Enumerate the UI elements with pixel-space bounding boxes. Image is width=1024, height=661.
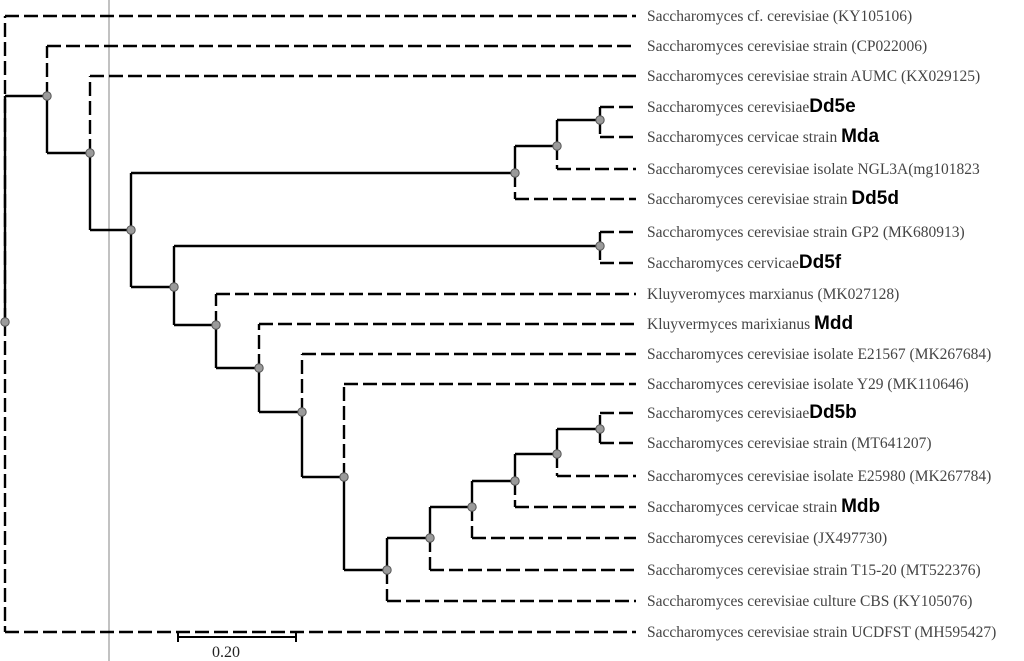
leaf-name: Saccharomyces cerevisiae isolate NGL3A(m… — [647, 161, 980, 178]
leaf-label-12: Saccharomyces cerevisiae isolate E21567 … — [647, 346, 991, 363]
leaf-label-6: Saccharomyces cerevisiae isolate NGL3A(m… — [647, 161, 980, 178]
leaf-sample-tag: Dd5f — [799, 252, 842, 273]
leaf-name: Saccharomyces cerevisiae strain GP2 (MK6… — [647, 224, 965, 241]
leaf-name: Saccharomyces cf. cerevisiae (KY105106) — [647, 8, 912, 25]
leaf-name: Saccharomyces cerevisiae strain AUMC (KX… — [647, 68, 980, 85]
tree-node-6 — [595, 115, 605, 125]
leaf-label-11: Kluyvermyces marixianus Mdd — [647, 313, 853, 334]
tree-branches — [3, 14, 636, 634]
leaf-label-3: Saccharomyces cerevisiae strain AUMC (KX… — [647, 68, 980, 85]
tree-node-2 — [85, 148, 95, 158]
leaf-label-15: Saccharomyces cerevisiae strain (MT64120… — [647, 435, 932, 452]
leaf-name: Saccharomyces cerevisiae strain UCDFST (… — [647, 624, 996, 641]
leaf-label-1: Saccharomyces cf. cerevisiae (KY105106) — [647, 8, 912, 25]
leaf-name: Kluyveromyces marxianus (MK027128) — [647, 286, 899, 303]
leaf-name: Saccharomyces cerevisiae strain — [647, 191, 851, 208]
leaf-label-2: Saccharomyces cerevisiae strain (CP02200… — [647, 38, 927, 55]
leaf-name: Saccharomyces cerevisiae strain (CP02200… — [647, 38, 927, 55]
leaf-label-13: Saccharomyces cerevisiae isolate Y29 (MK… — [647, 376, 969, 393]
leaf-name: Saccharomyces cerevisiae — [647, 99, 809, 116]
leaf-name: Saccharomyces cervicae — [647, 255, 799, 272]
leaf-label-4: Saccharomyces cerevisiaeDd5e — [647, 96, 856, 117]
leaf-sample-tag: Dd5e — [809, 96, 855, 117]
scale-bar: 0.20 — [177, 632, 297, 661]
leaf-label-17: Saccharomyces cervicae strain Mdb — [647, 496, 880, 517]
leaf-label-10: Kluyveromyces marxianus (MK027128) — [647, 286, 899, 303]
tree-node-11 — [297, 407, 307, 417]
leaf-label-19: Saccharomyces cerevisiae strain T15-20 (… — [647, 562, 981, 579]
tree-node-3 — [126, 225, 136, 235]
leaf-label-16: Saccharomyces cerevisiae isolate E25980 … — [647, 468, 991, 485]
leaf-label-9: Saccharomyces cervicaeDd5f — [647, 252, 842, 273]
tree-node-8 — [595, 241, 605, 251]
tree-node-7 — [169, 282, 179, 292]
leaf-label-20: Saccharomyces cerevisiae culture CBS (KY… — [647, 593, 972, 610]
leaf-sample-tag: Mdb — [841, 496, 880, 517]
tree-node-16 — [510, 476, 520, 486]
leaf-sample-tag: Mda — [841, 126, 879, 147]
leaf-name: Saccharomyces cerevisiae isolate E21567 … — [647, 346, 991, 363]
tree-node-9 — [211, 320, 221, 330]
leaf-name: Saccharomyces cerevisiae — [647, 405, 809, 422]
leaf-name: Saccharomyces cerevisiae culture CBS (KY… — [647, 593, 972, 610]
tree-node-12 — [339, 472, 349, 482]
leaf-label-14: Saccharomyces cerevisiaeDd5b — [647, 402, 857, 423]
leaf-name: Saccharomyces cerevisiae strain (MT64120… — [647, 435, 932, 452]
leaf-label-8: Saccharomyces cerevisiae strain GP2 (MK6… — [647, 224, 965, 241]
leaf-sample-tag: Dd5d — [851, 188, 899, 209]
leaf-sample-tag: Mdd — [814, 313, 853, 334]
leaf-name: Saccharomyces cerevisiae isolate Y29 (MK… — [647, 376, 969, 393]
leaf-name: Saccharomyces cervicae strain — [647, 499, 841, 516]
tree-node-14 — [425, 533, 435, 543]
tree-node-10 — [254, 363, 264, 373]
leaf-label-7: Saccharomyces cerevisiae strain Dd5d — [647, 188, 899, 209]
leaf-sample-tag: Dd5b — [809, 402, 857, 423]
scale-bar-label: 0.20 — [212, 644, 240, 661]
tree-node-18 — [595, 424, 605, 434]
tree-node-4 — [510, 168, 520, 178]
tree-node-1 — [42, 91, 52, 101]
tree-node-5 — [552, 141, 562, 151]
leaf-label-18: Saccharomyces cerevisiae (JX497730) — [647, 530, 887, 547]
tree-nodes — [0, 91, 605, 575]
tree-node-13 — [382, 565, 392, 575]
leaf-labels: Saccharomyces cf. cerevisiae (KY105106) S… — [647, 8, 996, 641]
leaf-name: Saccharomyces cervicae strain — [647, 129, 841, 146]
tree-node-0 — [0, 317, 10, 327]
tree-node-15 — [467, 502, 477, 512]
tree-node-17 — [552, 449, 562, 459]
leaf-name: Saccharomyces cerevisiae strain T15-20 (… — [647, 562, 981, 579]
leaf-label-5: Saccharomyces cervicae strain Mda — [647, 126, 880, 147]
leaf-name: Saccharomyces cerevisiae (JX497730) — [647, 530, 887, 547]
leaf-label-21: Saccharomyces cerevisiae strain UCDFST (… — [647, 624, 996, 641]
leaf-name: Saccharomyces cerevisiae isolate E25980 … — [647, 468, 991, 485]
leaf-name: Kluyvermyces marixianus — [647, 316, 814, 333]
